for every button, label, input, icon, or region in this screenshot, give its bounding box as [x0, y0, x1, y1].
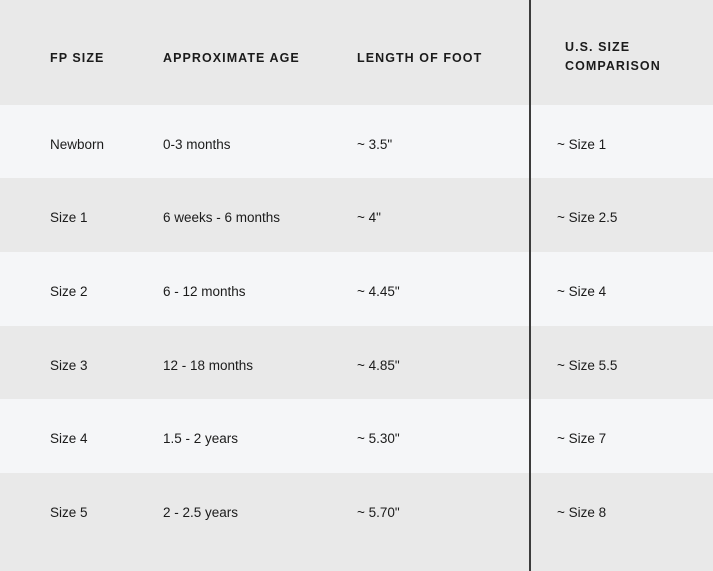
- table-row: Size 1 6 weeks - 6 months ~ 4" ~ Size 2.…: [0, 178, 713, 252]
- cell-length-of-foot: ~ 4": [357, 210, 381, 225]
- cell-us-size: ~ Size 7: [557, 431, 607, 446]
- cell-us-size: ~ Size 1: [557, 137, 607, 152]
- table-row: Size 2 6 - 12 months ~ 4.45" ~ Size 4: [0, 252, 713, 326]
- cell-approximate-age: 12 - 18 months: [163, 358, 254, 373]
- cell-approximate-age: 6 - 12 months: [163, 284, 246, 299]
- cell-fp-size: Size 1: [50, 210, 88, 225]
- cell-fp-size: Size 4: [50, 431, 88, 446]
- column-header-fp-size: FP SIZE: [50, 51, 105, 65]
- cell-approximate-age: 1.5 - 2 years: [163, 431, 239, 446]
- cell-us-size: ~ Size 8: [557, 505, 607, 520]
- cell-us-size: ~ Size 4: [557, 284, 607, 299]
- cell-us-size: ~ Size 5.5: [557, 358, 618, 373]
- cell-length-of-foot: ~ 3.5": [357, 137, 393, 152]
- cell-us-size: ~ Size 2.5: [557, 210, 618, 225]
- cell-fp-size: Size 3: [50, 358, 88, 373]
- cell-fp-size: Size 5: [50, 505, 88, 520]
- table-row: Size 4 1.5 - 2 years ~ 5.30" ~ Size 7: [0, 399, 713, 473]
- cell-length-of-foot: ~ 5.30": [357, 431, 400, 446]
- cell-length-of-foot: ~ 4.85": [357, 358, 400, 373]
- cell-approximate-age: 6 weeks - 6 months: [163, 210, 281, 225]
- column-divider: [529, 0, 531, 571]
- table-row: Newborn 0-3 months ~ 3.5" ~ Size 1: [0, 105, 713, 178]
- column-header-us-size-comparison: U.S. SIZE COMPARISON: [565, 40, 661, 74]
- cell-length-of-foot: ~ 4.45": [357, 284, 400, 299]
- cell-approximate-age: 0-3 months: [163, 137, 231, 152]
- column-header-length-of-foot: LENGTH OF FOOT: [357, 51, 483, 65]
- table-header-row: FP SIZE APPROXIMATE AGE LENGTH OF FOOT U…: [0, 0, 713, 105]
- table-row: Size 5 2 - 2.5 years ~ 5.70" ~ Size 8: [0, 473, 713, 571]
- cell-fp-size: Size 2: [50, 284, 88, 299]
- cell-fp-size: Newborn: [50, 137, 105, 152]
- cell-length-of-foot: ~ 5.70": [357, 505, 400, 520]
- column-header-approximate-age: APPROXIMATE AGE: [163, 51, 300, 65]
- cell-approximate-age: 2 - 2.5 years: [163, 505, 239, 520]
- table-row: Size 3 12 - 18 months ~ 4.85" ~ Size 5.5: [0, 326, 713, 399]
